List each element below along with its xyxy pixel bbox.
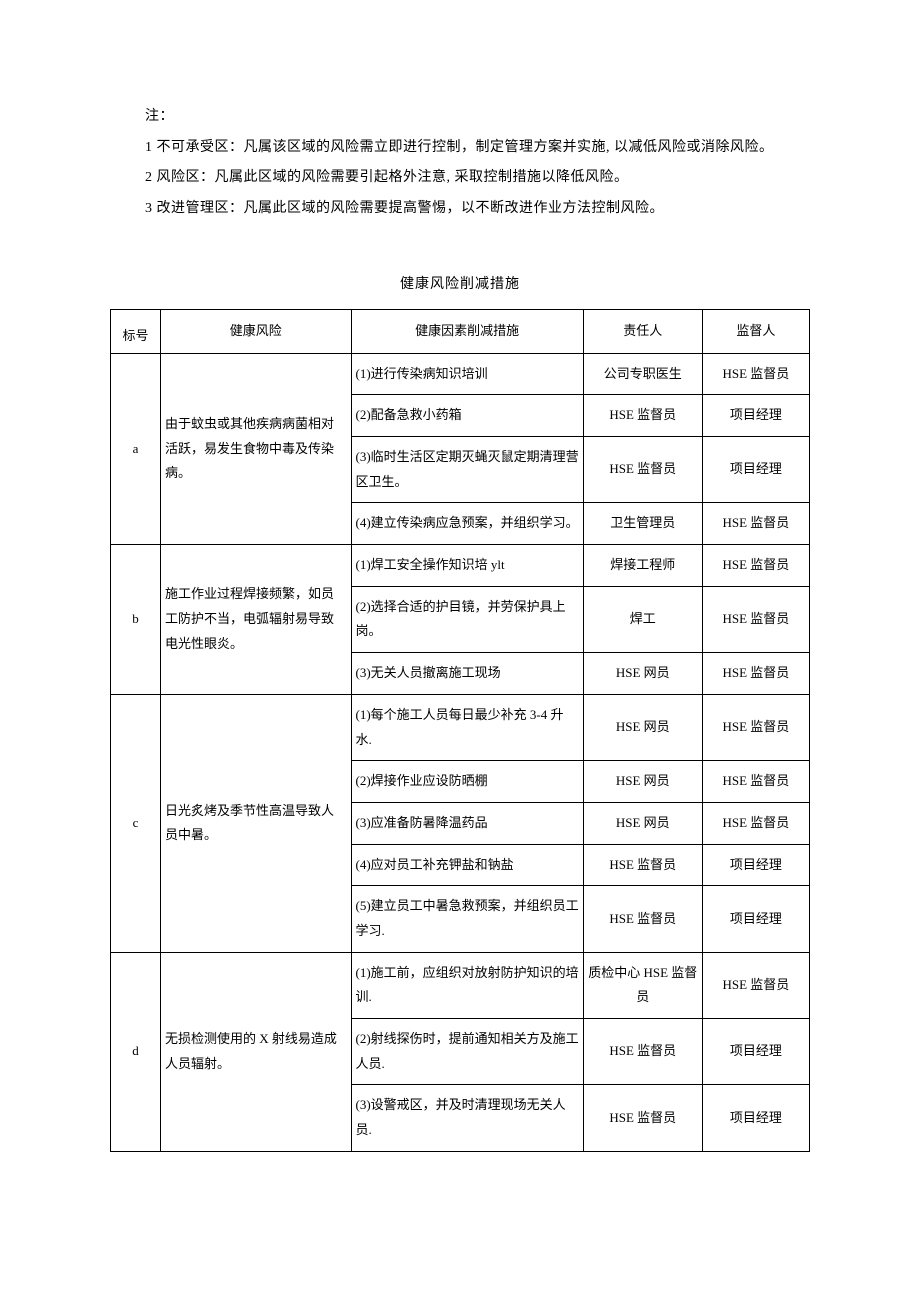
cell-supervisor: HSE 监督员 [702, 761, 809, 803]
cell-responsible: 质检中心 HSE 监督员 [583, 952, 702, 1018]
cell-responsible: 卫生管理员 [583, 503, 702, 545]
note-item-2: 2 风险区：凡属此区域的风险需要引起格外注意, 采取控制措施以降低风险。 [110, 165, 810, 192]
cell-supervisor: 项目经理 [702, 886, 809, 952]
cell-supervisor: 项目经理 [702, 844, 809, 886]
cell-responsible: HSE 监督员 [583, 437, 702, 503]
header-measure: 健康因素削减措施 [351, 309, 583, 353]
cell-supervisor: HSE 监督员 [702, 694, 809, 760]
header-risk: 健康风险 [161, 309, 352, 353]
cell-measure: (4)应对员工补充钾盐和钠盐 [351, 844, 583, 886]
table-row: a由于蚊虫或其他疾病病菌相对活跃，易发生食物中毒及传染病。(1)进行传染病知识培… [111, 353, 810, 395]
cell-supervisor: HSE 监督员 [702, 503, 809, 545]
cell-measure: (3)应准备防暑降温药品 [351, 802, 583, 844]
cell-responsible: 焊接工程师 [583, 545, 702, 587]
cell-supervisor: 项目经理 [702, 1019, 809, 1085]
table-row: d无损检测使用的 X 射线易造成人员辐射。(1)施工前，应组织对放射防护知识的培… [111, 952, 810, 1018]
cell-supervisor: 项目经理 [702, 1085, 809, 1151]
header-id: 标号 [111, 309, 161, 353]
cell-measure: (3)设警戒区，并及时清理现场无关人员. [351, 1085, 583, 1151]
cell-risk: 无损检测使用的 X 射线易造成人员辐射。 [161, 952, 352, 1151]
cell-id: c [111, 694, 161, 952]
cell-supervisor: HSE 监督员 [702, 586, 809, 652]
cell-measure: (4)建立传染病应急预案，并组织学习。 [351, 503, 583, 545]
cell-measure: (3)临时生活区定期灭蝇灭鼠定期清理营区卫生。 [351, 437, 583, 503]
cell-measure: (1)每个施工人员每日最少补充 3-4 升水. [351, 694, 583, 760]
cell-responsible: HSE 监督员 [583, 395, 702, 437]
table-title: 健康风险削减措施 [110, 272, 810, 299]
cell-supervisor: 项目经理 [702, 395, 809, 437]
cell-supervisor: HSE 监督员 [702, 545, 809, 587]
header-supervisor: 监督人 [702, 309, 809, 353]
cell-responsible: HSE 网员 [583, 761, 702, 803]
table-header-row: 标号 健康风险 健康因素削减措施 责任人 监督人 [111, 309, 810, 353]
cell-measure: (5)建立员工中暑急救预案，并组织员工学习. [351, 886, 583, 952]
cell-responsible: HSE 网员 [583, 694, 702, 760]
cell-id: a [111, 353, 161, 544]
risk-table: 标号 健康风险 健康因素削减措施 责任人 监督人 a由于蚊虫或其他疾病病菌相对活… [110, 309, 810, 1152]
cell-id: d [111, 952, 161, 1151]
cell-responsible: HSE 网员 [583, 653, 702, 695]
note-item-3: 3 改进管理区：凡属此区域的风险需要提高警惕，以不断改进作业方法控制风险。 [110, 196, 810, 223]
cell-measure: (1)施工前，应组织对放射防护知识的培训. [351, 952, 583, 1018]
note-item-1: 1 不可承受区：凡属该区域的风险需立即进行控制，制定管理方案并实施, 以减低风险… [110, 135, 810, 162]
cell-responsible: HSE 监督员 [583, 1019, 702, 1085]
cell-measure: (3)无关人员撤离施工现场 [351, 653, 583, 695]
cell-supervisor: 项目经理 [702, 437, 809, 503]
cell-measure: (2)焊接作业应设防晒棚 [351, 761, 583, 803]
cell-responsible: HSE 监督员 [583, 1085, 702, 1151]
table-row: b施工作业过程焊接频繁，如员工防护不当，电弧辐射易导致电光性眼炎。(1)焊工安全… [111, 545, 810, 587]
cell-responsible: HSE 网员 [583, 802, 702, 844]
cell-supervisor: HSE 监督员 [702, 353, 809, 395]
table-row: c日光炙烤及季节性高温导致人员中暑。(1)每个施工人员每日最少补充 3-4 升水… [111, 694, 810, 760]
cell-risk: 由于蚊虫或其他疾病病菌相对活跃，易发生食物中毒及传染病。 [161, 353, 352, 544]
cell-responsible: HSE 监督员 [583, 886, 702, 952]
cell-risk: 施工作业过程焊接频繁，如员工防护不当，电弧辐射易导致电光性眼炎。 [161, 545, 352, 695]
cell-measure: (2)选择合适的护目镜，并劳保护具上岗。 [351, 586, 583, 652]
cell-responsible: 焊工 [583, 586, 702, 652]
notes-label: 注： [110, 104, 810, 131]
header-responsible: 责任人 [583, 309, 702, 353]
cell-id: b [111, 545, 161, 695]
cell-supervisor: HSE 监督员 [702, 952, 809, 1018]
cell-measure: (1)进行传染病知识培训 [351, 353, 583, 395]
cell-measure: (2)射线探伤时，提前通知相关方及施工人员. [351, 1019, 583, 1085]
cell-supervisor: HSE 监督员 [702, 802, 809, 844]
cell-measure: (1)焊工安全操作知识培 ylt [351, 545, 583, 587]
cell-responsible: 公司专职医生 [583, 353, 702, 395]
cell-responsible: HSE 监督员 [583, 844, 702, 886]
cell-supervisor: HSE 监督员 [702, 653, 809, 695]
cell-measure: (2)配备急救小药箱 [351, 395, 583, 437]
cell-risk: 日光炙烤及季节性高温导致人员中暑。 [161, 694, 352, 952]
